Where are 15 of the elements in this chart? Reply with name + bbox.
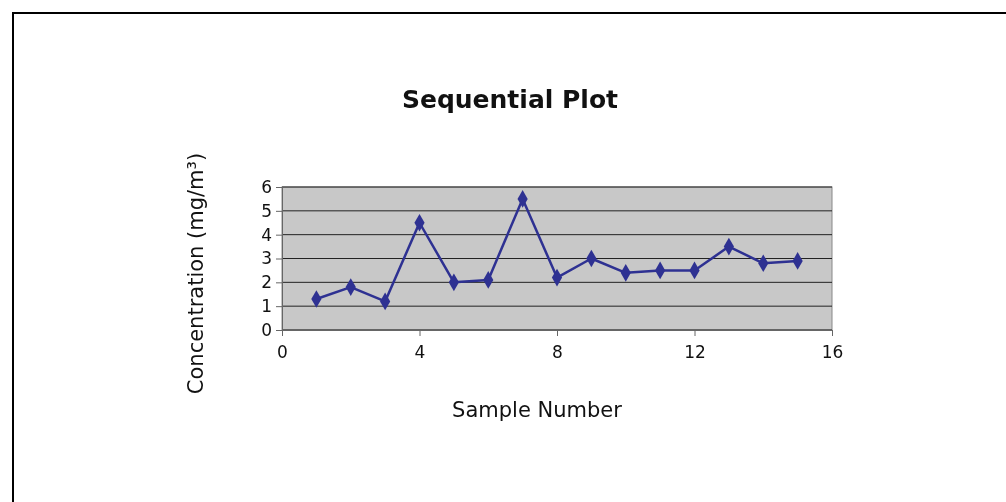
x-tick-label: 16 (821, 342, 844, 363)
y-tick-label: 1 (261, 296, 272, 317)
y-tick-label: 6 (261, 176, 272, 197)
y-tick-label: 5 (261, 200, 272, 221)
y-axis-title: Concentration (mg/m³) (184, 152, 208, 395)
chart-title: Sequential Plot (401, 85, 619, 114)
x-axis-title: Sample Number (452, 398, 623, 422)
x-tick-label: 4 (414, 342, 426, 363)
y-tick-label: 3 (261, 248, 272, 269)
x-tick-label: 12 (684, 342, 706, 363)
x-tick-label: 0 (277, 342, 288, 363)
x-tick-label: 8 (552, 342, 563, 363)
y-tick-label: 4 (261, 224, 272, 245)
y-tick-label: 2 (261, 272, 272, 293)
y-tick-label: 0 (261, 319, 272, 340)
